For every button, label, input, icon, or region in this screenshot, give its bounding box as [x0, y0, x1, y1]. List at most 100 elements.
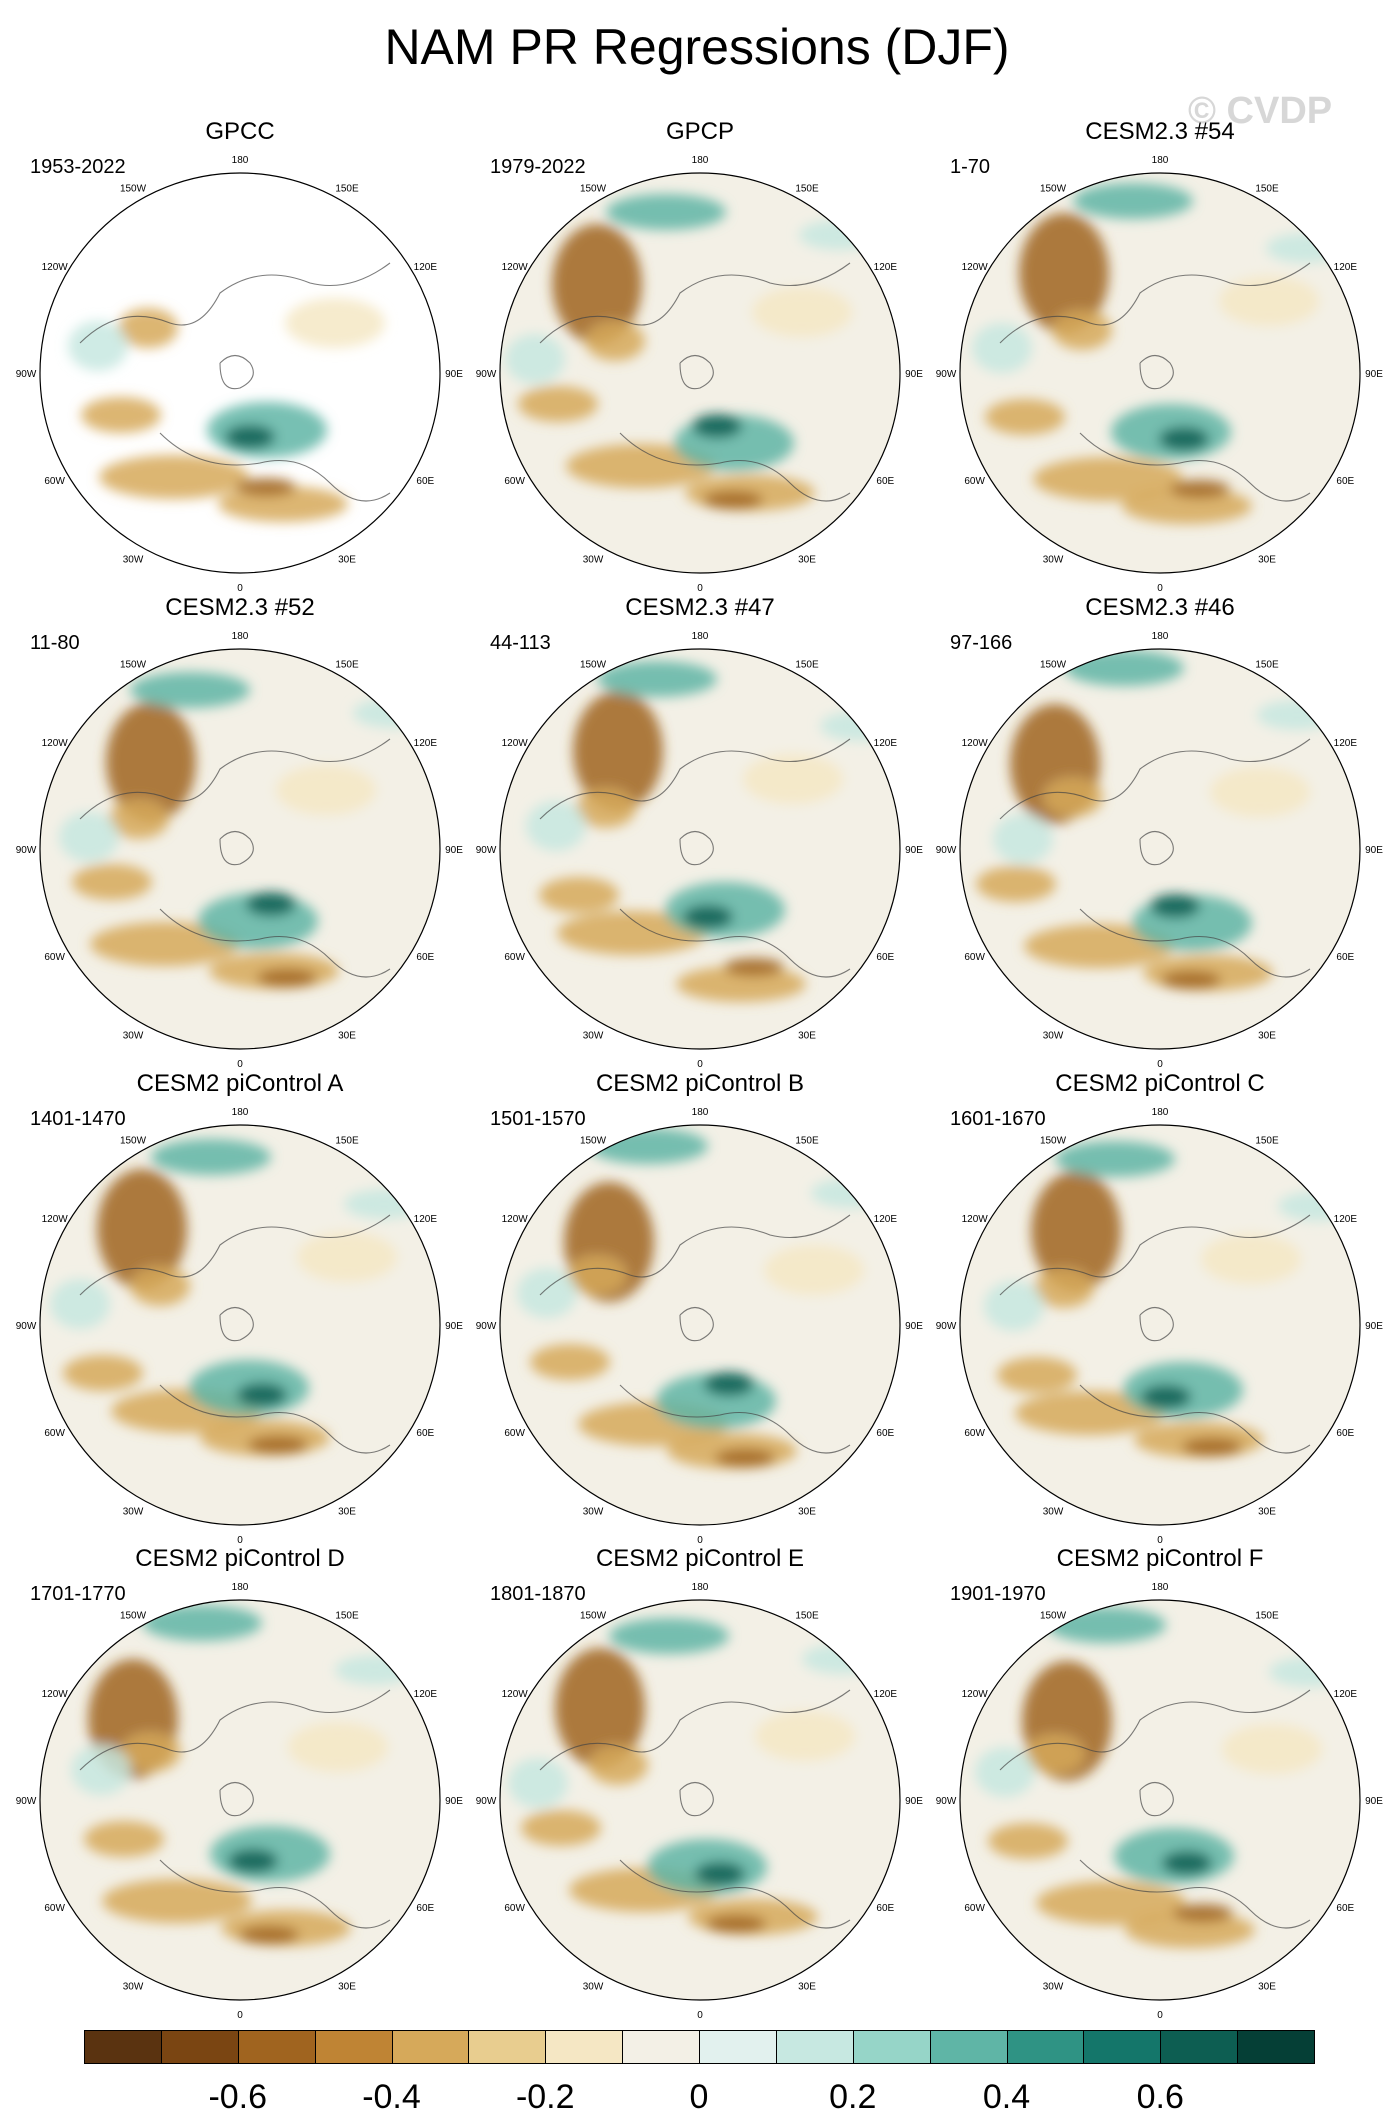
longitude-label: 150W	[1040, 660, 1067, 671]
longitude-label: 30E	[338, 1981, 356, 1992]
panel-title: CESM2 piControl B	[595, 1070, 805, 1097]
longitude-label: 180	[232, 1582, 249, 1593]
map-panel: GPCC 180 150E 120E 90E 60E 30E 0 30W 60W 90W 120W 15…	[10, 118, 470, 593]
longitude-label: 120W	[42, 1689, 69, 1700]
longitude-label: 150W	[120, 660, 147, 671]
longitude-label: 90E	[905, 369, 923, 380]
longitude-label: 30E	[1258, 1981, 1276, 1992]
colorbar-swatch	[545, 2030, 624, 2064]
longitude-label: 90E	[1365, 1796, 1383, 1807]
longitude-label: 30E	[1258, 1030, 1276, 1041]
longitude-label: 150W	[580, 660, 607, 671]
panel-title: CESM2.3 #52	[165, 594, 315, 621]
colorbar-swatch	[468, 2030, 547, 2064]
longitude-label: 120W	[502, 738, 529, 749]
longitude-label: 0	[697, 1535, 703, 1545]
longitude-label: 0	[237, 1059, 243, 1069]
longitude-label: 30E	[1258, 1506, 1276, 1517]
colorbar-swatch	[84, 2030, 162, 2064]
longitude-label: 0	[1157, 2010, 1163, 2020]
longitude-label: 90W	[936, 845, 957, 856]
longitude-label: 30W	[1043, 1981, 1064, 1992]
polar-map: 180 150E 120E 90E 60E 30E 0 30W 60W 90W 120W 150W	[936, 155, 1384, 593]
longitude-label: 0	[1157, 1535, 1163, 1545]
colorbar-swatch	[699, 2030, 777, 2064]
colorbar-label: -0.6	[208, 2078, 268, 2116]
longitude-label: 30E	[1258, 554, 1276, 565]
polar-map: 180 150E 120E 90E 60E 30E 0 30W 60W 90W 120W 150W	[936, 1582, 1384, 2020]
longitude-label: 60W	[44, 1903, 65, 1914]
longitude-label: 30E	[338, 554, 356, 565]
map-panel: CESM2.3 #54 180 150E 120E 90E 60E 30E 0 30W 60W 90…	[930, 118, 1390, 593]
longitude-label: 30W	[123, 1981, 144, 1992]
longitude-label: 120E	[874, 738, 898, 749]
polar-map: 180 150E 120E 90E 60E 30E 0 30W 60W 90W 120W 150W	[936, 1107, 1384, 1545]
longitude-label: 120E	[1334, 738, 1358, 749]
longitude-label: 60W	[44, 952, 65, 963]
polar-map: 180 150E 120E 90E 60E 30E 0 30W 60W 90W 120W 150W	[16, 1107, 464, 1545]
longitude-label: 150W	[580, 1611, 607, 1622]
longitude-label: 90E	[445, 1796, 463, 1807]
longitude-label: 120E	[1334, 1689, 1358, 1700]
longitude-label: 150E	[795, 1136, 819, 1147]
polar-map: 180 150E 120E 90E 60E 30E 0 30W 60W 90W 120W 150W	[16, 1582, 464, 2020]
longitude-label: 60E	[416, 1903, 434, 1914]
longitude-label: 0	[237, 583, 243, 593]
panel-period: 1953-2022	[30, 156, 126, 178]
longitude-label: 30W	[583, 1981, 604, 1992]
longitude-label: 120E	[414, 1689, 438, 1700]
longitude-label: 120W	[502, 262, 529, 273]
colorbar-swatch	[160, 2030, 239, 2064]
longitude-label: 60W	[964, 1428, 985, 1439]
panel-title: GPCP	[665, 118, 734, 145]
longitude-label: 30W	[123, 1030, 144, 1041]
longitude-label: 60W	[504, 476, 525, 487]
map-panel: CESM2 piControl F 180 150E 120E 90E 60E 30E 0 30…	[930, 1545, 1390, 2020]
longitude-label: 30E	[798, 1506, 816, 1517]
panel-period: 1701-1770	[30, 1583, 126, 1605]
longitude-label: 120E	[414, 1214, 438, 1225]
longitude-label: 120W	[42, 262, 69, 273]
longitude-label: 180	[1152, 1582, 1169, 1593]
colorbar-swatch	[1083, 2030, 1162, 2064]
longitude-label: 150E	[335, 660, 359, 671]
polar-map: 180 150E 120E 90E 60E 30E 0 30W 60W 90W 120W 150W	[16, 631, 464, 1069]
longitude-label: 150E	[1255, 660, 1279, 671]
polar-map: 180 150E 120E 90E 60E 30E 0 30W 60W 90W 120W 150W	[16, 155, 464, 593]
colorbar-label: -0.4	[362, 2078, 421, 2116]
longitude-label: 90E	[1365, 845, 1383, 856]
panel-title: CESM2 piControl A	[136, 1070, 344, 1097]
panel-period: 1501-1570	[490, 1108, 586, 1130]
longitude-label: 30W	[123, 554, 144, 565]
map-panel: CESM2 piControl D 180 150E 120E 90E 60E 30E 0 30…	[10, 1545, 470, 2020]
longitude-label: 150E	[335, 1611, 359, 1622]
longitude-label: 180	[692, 1582, 709, 1593]
longitude-label: 90W	[476, 369, 497, 380]
longitude-label: 180	[692, 155, 709, 166]
colorbar-swatch	[1237, 2030, 1315, 2064]
map-panel: CESM2.3 #46 180 150E 120E 90E 60E 30E 0 30W 60W 90…	[930, 594, 1390, 1069]
longitude-label: 180	[1152, 155, 1169, 166]
longitude-label: 150W	[580, 1136, 607, 1147]
longitude-label: 150E	[795, 1611, 819, 1622]
longitude-label: 30W	[1043, 554, 1064, 565]
longitude-label: 0	[697, 1059, 703, 1069]
longitude-label: 30W	[583, 1030, 604, 1041]
longitude-label: 60E	[416, 1428, 434, 1439]
longitude-label: 90W	[16, 1321, 37, 1332]
longitude-label: 30E	[338, 1030, 356, 1041]
longitude-label: 0	[1157, 583, 1163, 593]
longitude-label: 150W	[580, 184, 607, 195]
longitude-label: 90E	[445, 845, 463, 856]
longitude-label: 180	[692, 1107, 709, 1118]
longitude-label: 60E	[876, 1428, 894, 1439]
panel-title: CESM2.3 #47	[625, 594, 775, 621]
longitude-label: 30E	[338, 1506, 356, 1517]
longitude-label: 90E	[905, 1321, 923, 1332]
map-panel: CESM2 piControl B 180 150E 120E 90E 60E 30E 0 30…	[470, 1070, 930, 1545]
longitude-label: 150W	[1040, 184, 1067, 195]
longitude-label: 90W	[16, 845, 37, 856]
colorbar-swatch	[929, 2030, 1008, 2064]
panel-title: CESM2.3 #46	[1085, 594, 1235, 621]
longitude-label: 60W	[964, 952, 985, 963]
